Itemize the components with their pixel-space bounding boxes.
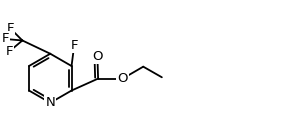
- Text: F: F: [6, 22, 14, 35]
- Text: N: N: [46, 96, 55, 109]
- Text: O: O: [92, 50, 103, 63]
- Text: F: F: [5, 45, 13, 58]
- Text: O: O: [118, 72, 128, 85]
- Text: F: F: [71, 39, 78, 52]
- Text: F: F: [1, 32, 9, 45]
